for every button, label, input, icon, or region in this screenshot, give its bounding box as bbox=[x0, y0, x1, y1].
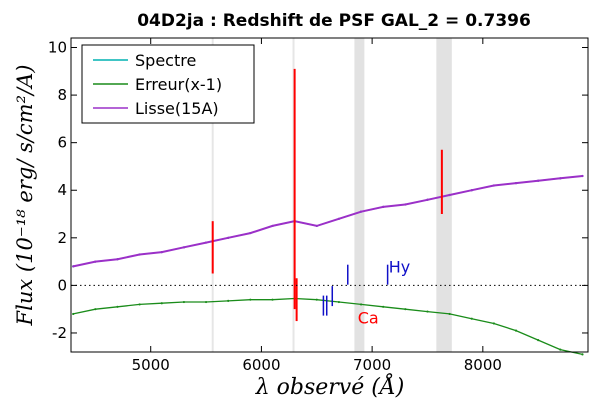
series-1-point-12 bbox=[337, 300, 341, 304]
series-1-point-4 bbox=[160, 302, 163, 305]
plot-frame bbox=[70, 37, 589, 353]
legend-item-erreur: Erreur(x-1) bbox=[93, 75, 222, 94]
chart-title: 04D2ja : Redshift de PSF GAL_2 = 0.7396 bbox=[137, 11, 531, 31]
series-2-point-12 bbox=[337, 217, 341, 220]
legend: Spectre Erreur(x-1) Lisse(15A) bbox=[81, 44, 255, 124]
series-1-point-18 bbox=[470, 317, 473, 320]
series-2-point-16 bbox=[426, 198, 429, 201]
series-2-point-0 bbox=[72, 265, 75, 268]
series-2-point-19 bbox=[492, 184, 495, 187]
y-tick-label-2: 2 bbox=[57, 229, 67, 247]
series-2-point-6 bbox=[204, 241, 208, 244]
y-tick-label-6: 10 bbox=[48, 39, 67, 57]
series-1-point-17 bbox=[448, 312, 451, 316]
line-label-0: Hy bbox=[389, 257, 411, 276]
shaded-band-0 bbox=[354, 38, 365, 352]
y-axis-label: Flux (10⁻¹⁸ erg/ s/cm²/A) bbox=[13, 65, 37, 327]
series-2-point-9 bbox=[271, 224, 274, 228]
series-2-point-22 bbox=[559, 177, 562, 180]
series-2-point-2 bbox=[116, 258, 119, 261]
series-2-point-4 bbox=[160, 250, 163, 254]
series-1-point-2 bbox=[116, 305, 119, 308]
series-2-point-5 bbox=[182, 246, 186, 249]
series-2-point-7 bbox=[227, 236, 230, 239]
series-2-point-18 bbox=[470, 189, 473, 192]
series-line-2 bbox=[72, 175, 583, 268]
series-1-point-0 bbox=[72, 312, 75, 316]
series-1-point-6 bbox=[204, 300, 208, 304]
shaded-band-1 bbox=[436, 38, 452, 352]
legend-label-erreur: Erreur(x-1) bbox=[135, 75, 222, 94]
x-axis-label: λ observé (Å) bbox=[255, 372, 405, 400]
x-tick-label-2: 7000 bbox=[353, 356, 391, 374]
series-line-1 bbox=[73, 297, 583, 356]
series-1-point-22 bbox=[559, 348, 562, 351]
series-1-point-13 bbox=[359, 303, 363, 306]
x-tick-label-3: 8000 bbox=[464, 356, 502, 374]
series-group bbox=[72, 174, 584, 356]
series-1-point-5 bbox=[182, 300, 186, 304]
series-2-point-1 bbox=[94, 260, 97, 263]
series-2-point-8 bbox=[249, 231, 252, 235]
series-1-point-19 bbox=[492, 322, 495, 325]
series-2-point-3 bbox=[138, 253, 141, 256]
axis-ticks: 5000 6000 7000 8000 -2 0 2 4 6 8 10 bbox=[48, 38, 588, 374]
y-tick-label-5: 8 bbox=[57, 86, 67, 104]
series-1-point-1 bbox=[94, 308, 97, 311]
series-2-point-17 bbox=[448, 193, 451, 197]
series-1-point-8 bbox=[249, 298, 252, 301]
y-tick-label-0: -2 bbox=[52, 324, 67, 342]
series-1-point-9 bbox=[271, 298, 274, 301]
series-2-point-14 bbox=[382, 205, 385, 208]
legend-label-spectre: Spectre bbox=[135, 51, 196, 70]
series-2-point-13 bbox=[359, 210, 363, 213]
y-tick-label-1: 0 bbox=[57, 276, 67, 294]
series-1-point-11 bbox=[315, 298, 318, 301]
legend-label-lisse: Lisse(15A) bbox=[135, 99, 219, 118]
series-1-point-23 bbox=[581, 353, 584, 356]
series-2-point-11 bbox=[315, 224, 318, 228]
series-1-point-21 bbox=[537, 339, 540, 342]
series-1-point-3 bbox=[138, 303, 141, 306]
series-1-point-7 bbox=[227, 299, 230, 302]
series-1-point-20 bbox=[514, 329, 518, 332]
legend-item-spectre: Spectre bbox=[93, 51, 196, 70]
series-2-point-21 bbox=[537, 179, 540, 182]
y-tick-label-4: 6 bbox=[57, 134, 67, 152]
series-1-point-15 bbox=[404, 308, 407, 311]
series-2-point-23 bbox=[581, 174, 584, 178]
y-tick-label-3: 4 bbox=[57, 181, 67, 199]
series-1-point-14 bbox=[382, 305, 385, 308]
x-tick-label-1: 6000 bbox=[242, 356, 280, 374]
series-2-point-20 bbox=[514, 182, 518, 185]
x-tick-label-0: 5000 bbox=[132, 356, 170, 374]
series-1-point-16 bbox=[426, 310, 429, 313]
line-label-1: Ca bbox=[358, 308, 379, 327]
legend-item-lisse: Lisse(15A) bbox=[93, 99, 219, 118]
series-2-point-15 bbox=[404, 203, 407, 206]
